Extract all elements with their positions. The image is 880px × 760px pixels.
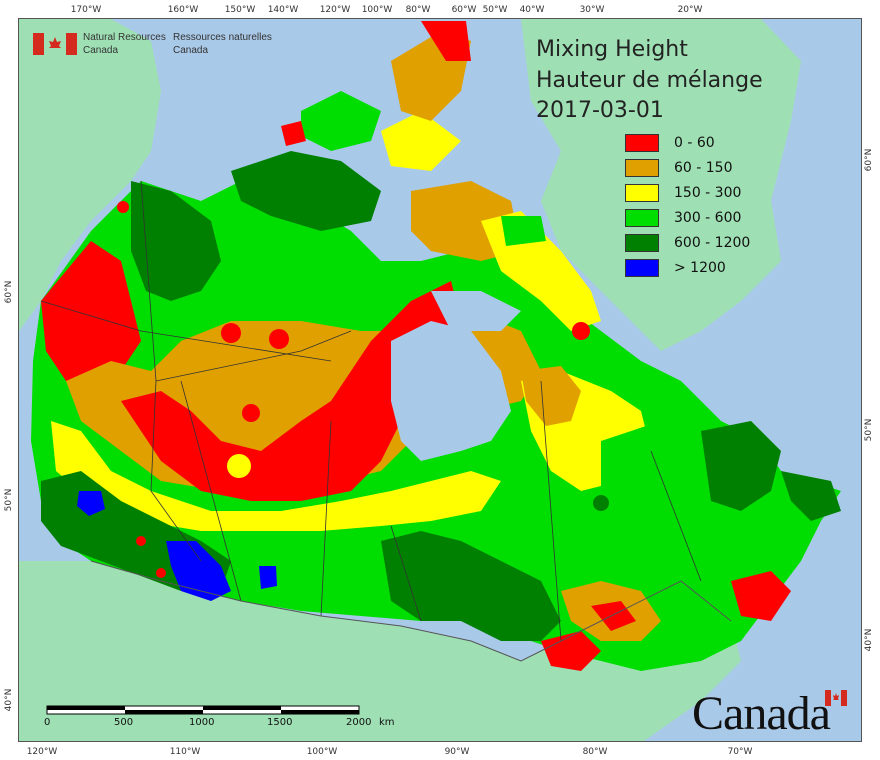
lon-label-bottom: 120°W xyxy=(27,747,58,757)
hotspot-red xyxy=(136,536,146,546)
legend-label: 150 - 300 xyxy=(674,185,742,201)
lon-label-bottom: 90°W xyxy=(445,747,470,757)
canada-wordmark: Canada xyxy=(692,686,847,741)
lon-label-top: 160°W xyxy=(168,5,199,15)
lon-label-bottom: 100°W xyxy=(307,747,338,757)
region-over-1200 xyxy=(259,566,277,589)
legend-swatch xyxy=(625,159,659,177)
mixing-height-map xyxy=(19,19,861,741)
ellesmere-north xyxy=(421,21,471,61)
national-border xyxy=(90,560,732,662)
canada-flag-icon xyxy=(33,33,77,55)
region-600-1200 xyxy=(701,421,781,511)
lon-label-bottom: 80°W xyxy=(583,747,608,757)
lon-label-top: 30°W xyxy=(580,5,605,15)
legend-swatch xyxy=(625,259,659,277)
legend-label: 600 - 1200 xyxy=(674,235,751,251)
lat-label-right: 40°N xyxy=(864,629,874,652)
lon-label-top: 120°W xyxy=(320,5,351,15)
map-title-fr: Hauteur de mélange xyxy=(536,68,763,93)
scale-bar xyxy=(46,705,360,715)
hotspot-red xyxy=(221,323,241,343)
region-over-1200 xyxy=(77,491,105,516)
legend-label: 0 - 60 xyxy=(674,135,715,151)
lon-label-top: 140°W xyxy=(268,5,299,15)
lon-label-bottom: 110°W xyxy=(170,747,201,757)
map-title-en: Mixing Height xyxy=(536,37,688,62)
lat-label-right: 50°N xyxy=(864,419,874,442)
legend-label: 60 - 150 xyxy=(674,160,733,176)
arctic-island xyxy=(381,111,461,171)
map-canvas[interactable]: Natural Resources Canada Ressources natu… xyxy=(18,18,862,742)
arctic-red-patch xyxy=(281,121,306,146)
hotspot-red xyxy=(572,322,590,340)
wordmark-flag-icon xyxy=(825,690,847,706)
hotspot-red xyxy=(117,201,129,213)
wordmark-text: Canada xyxy=(692,687,831,740)
scale-tick-label: 1500 xyxy=(267,717,293,728)
region-0-60 xyxy=(591,601,636,631)
alaska-landmass xyxy=(19,19,161,331)
map-date: 2017-03-01 xyxy=(536,98,664,123)
lon-label-top: 170°W xyxy=(71,5,102,15)
baffin-green-patch xyxy=(501,216,546,246)
lat-label-right: 60°N xyxy=(864,149,874,172)
arctic-island xyxy=(231,151,381,231)
region-150-300 xyxy=(51,421,501,531)
region-0-60 xyxy=(731,571,791,621)
agency-name-en: Natural Resources Canada xyxy=(83,31,166,57)
lon-label-top: 100°W xyxy=(362,5,393,15)
lat-label-left: 40°N xyxy=(4,689,14,712)
region-600-1200 xyxy=(381,531,561,641)
agency-en-line1: Natural Resources xyxy=(83,32,166,43)
arctic-island xyxy=(301,91,381,151)
agency-en-line2: Canada xyxy=(83,45,119,56)
agency-fr-line1: Ressources naturelles xyxy=(173,32,272,43)
hotspot-red xyxy=(269,329,289,349)
scale-tick-label: 1000 xyxy=(189,717,215,728)
scale-tick-label: 500 xyxy=(114,717,134,728)
legend-swatch xyxy=(625,209,659,227)
greenland-landmass xyxy=(521,19,801,351)
region-0-60 xyxy=(121,281,461,501)
legend-swatch xyxy=(625,134,659,152)
legend-swatch xyxy=(625,234,659,252)
lat-label-left: 60°N xyxy=(4,281,14,304)
lon-label-top: 60°W xyxy=(452,5,477,15)
scale-tick-label: 2000 xyxy=(346,717,372,728)
hotspot-red xyxy=(242,404,260,422)
lon-label-top: 150°W xyxy=(225,5,256,15)
scale-unit: km xyxy=(379,717,395,728)
legend-swatch xyxy=(625,184,659,202)
lon-label-top: 80°W xyxy=(406,5,431,15)
legend-label: 300 - 600 xyxy=(674,210,742,226)
lon-label-bottom: 70°W xyxy=(728,747,753,757)
usa-landmass xyxy=(19,561,741,741)
province-boundaries xyxy=(40,180,702,642)
legend-label: > 1200 xyxy=(674,260,726,276)
lat-label-left: 50°N xyxy=(4,489,14,512)
scale-tick-label: 0 xyxy=(44,717,51,728)
region-60-150 xyxy=(521,366,581,426)
lon-label-top: 20°W xyxy=(678,5,703,15)
hotspot-red xyxy=(156,568,166,578)
region-0-60 xyxy=(541,631,601,671)
lon-label-top: 40°W xyxy=(520,5,545,15)
lon-label-top: 50°W xyxy=(483,5,508,15)
agency-fr-line2: Canada xyxy=(173,45,209,56)
hotspot-dark-green xyxy=(593,495,609,511)
agency-name-fr: Ressources naturelles Canada xyxy=(173,31,272,57)
hudson-strait xyxy=(431,291,521,331)
region-600-1200 xyxy=(131,181,221,301)
region-300-600 xyxy=(601,421,721,521)
region-600-1200 xyxy=(781,471,841,521)
hudson-bay xyxy=(391,321,511,461)
hotspot-yellow xyxy=(227,454,251,478)
